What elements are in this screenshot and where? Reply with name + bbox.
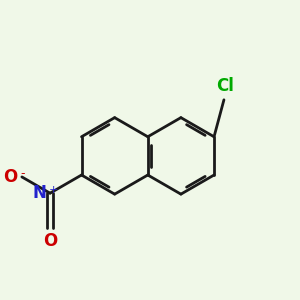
- Text: Cl: Cl: [216, 76, 234, 94]
- Text: O: O: [43, 232, 57, 250]
- Text: -: -: [21, 167, 25, 181]
- Text: N: N: [33, 184, 46, 202]
- Text: +: +: [49, 185, 58, 195]
- Text: O: O: [4, 168, 18, 186]
